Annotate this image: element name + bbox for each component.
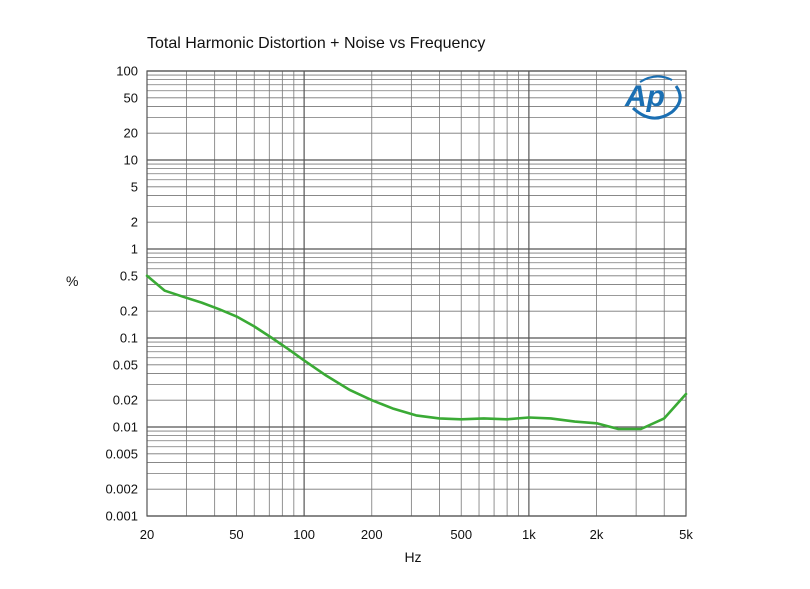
x-tick-label: 200 bbox=[361, 527, 383, 542]
y-tick-label: 0.2 bbox=[120, 304, 138, 319]
y-tick-label: 10 bbox=[124, 153, 138, 168]
grid-major bbox=[147, 70, 686, 517]
x-tick-label: 2k bbox=[590, 527, 604, 542]
y-tick-label: 0.5 bbox=[120, 268, 138, 283]
y-tick-label: 0.002 bbox=[105, 482, 138, 497]
y-tick-label: 20 bbox=[124, 126, 138, 141]
x-tick-label: 20 bbox=[140, 527, 154, 542]
x-tick-labels: 20 50 100 200 500 1k 2k 5k bbox=[140, 527, 694, 542]
y-tick-label: 0.001 bbox=[105, 509, 138, 524]
plot-border bbox=[146, 70, 687, 517]
y-tick-label: 0.005 bbox=[105, 446, 138, 461]
y-tick-label: 5 bbox=[131, 179, 138, 194]
ap-logo-swoosh bbox=[631, 85, 682, 120]
x-tick-label: 5k bbox=[679, 527, 693, 542]
y-tick-label: 1 bbox=[131, 242, 138, 257]
chart-title: Total Harmonic Distortion + Noise vs Fre… bbox=[147, 35, 485, 52]
y-tick-label: 0.1 bbox=[120, 331, 138, 346]
ap-logo-text: Ap bbox=[624, 80, 665, 113]
y-tick-labels: 100 50 20 10 5 2 1 0.5 0.2 0.1 0.05 0.02 0.01 0.005 0.… bbox=[105, 64, 138, 524]
y-tick-label: 50 bbox=[124, 90, 138, 105]
ap-logo-arc bbox=[639, 75, 673, 83]
x-tick-label: 100 bbox=[293, 527, 315, 542]
y-tick-label: 0.05 bbox=[113, 357, 138, 372]
series-group bbox=[145, 274, 688, 431]
y-tick-label: 100 bbox=[116, 64, 138, 79]
x-tick-label: 500 bbox=[450, 527, 472, 542]
series-line bbox=[145, 274, 688, 431]
y-axis-label: % bbox=[66, 273, 78, 289]
y-tick-label: 0.01 bbox=[113, 420, 138, 435]
x-tick-label: 50 bbox=[229, 527, 243, 542]
ap-logo: Ap bbox=[624, 75, 682, 120]
y-tick-label: 0.02 bbox=[113, 393, 138, 408]
grid-minor bbox=[146, 71, 687, 516]
x-axis-label: Hz bbox=[404, 549, 421, 565]
y-tick-label: 2 bbox=[131, 215, 138, 230]
x-tick-label: 1k bbox=[522, 527, 536, 542]
